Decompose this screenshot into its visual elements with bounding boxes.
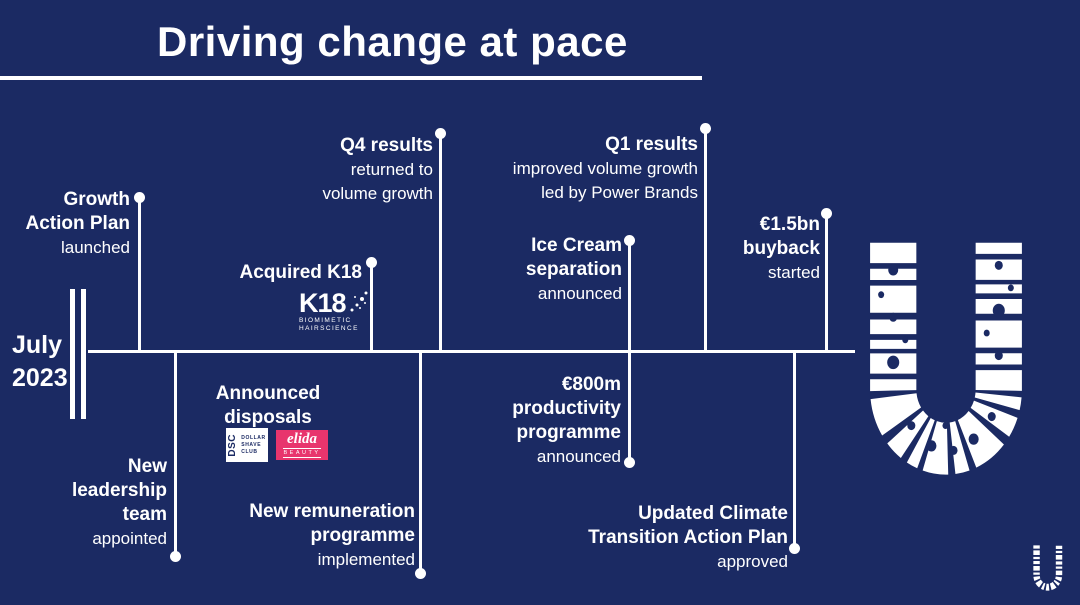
connector-ice-cream-separation [628,240,631,351]
k18-logo-name: K18 [299,288,347,318]
k18-logo-tagline: BIOMIMETIC HAIRSCIENCE [299,317,359,332]
connector-q1-results [704,128,707,351]
dollar-shave-club-logo: DSC DOLLAR SHAVE CLUB [226,428,268,462]
connector-growth-action-plan [138,197,141,351]
connector-new-leadership-team [174,351,177,556]
event-title-line: Acquired K18 [239,262,362,283]
event-subtitle-line: appointed [92,529,167,548]
event-subtitle-line: volume growth [322,184,433,203]
connector-acquired-k18 [370,262,373,351]
dsc-logo-words: DOLLAR SHAVE CLUB [241,434,266,455]
timeline-dot-acquired-k18 [366,257,377,268]
elida-logo-word: BEAUTY [283,448,321,458]
connector-productivity-programme [628,351,631,462]
event-title-line: Q1 results [605,134,698,155]
event-title-line: leadership [71,480,167,501]
timeline-axis [88,350,855,353]
event-announced-disposals: Announced disposals [206,382,330,430]
timeline-start-bar [70,289,75,419]
event-title-line: Updated Climate [638,503,788,524]
timeline-dot-ice-cream-separation [624,235,635,246]
elida-beauty-logo: elida BEAUTY [276,430,328,460]
page-title: Driving change at pace [157,18,628,65]
timeline-dot-q4-results [435,128,446,139]
event-q4-results: Q4 results returned to volume growth [281,134,433,206]
event-q1-results: Q1 results improved volume growth led by… [494,133,698,205]
dsc-logo-abbr: DSC [227,433,239,457]
timeline-start-bar [81,289,86,419]
timeline-dot-productivity-programme [624,457,635,468]
event-buyback: €1.5bn buyback started [728,213,820,285]
event-subtitle-line: returned to [350,160,433,179]
event-title-line: Growth [63,189,131,210]
event-title-line: Transition Action Plan [588,527,788,548]
connector-climate-plan [793,351,796,548]
event-subtitle-line: led by Power Brands [541,183,698,202]
event-ice-cream-separation: Ice Cream separation announced [510,234,622,306]
event-subtitle-line: announced [537,284,622,303]
event-title-line: Ice Cream [531,235,622,256]
event-new-remuneration: New remuneration programme implemented [233,500,415,572]
unilever-logo-large [870,242,1022,475]
connector-new-remuneration [419,351,422,573]
timeline-dot-q1-results [700,123,711,134]
event-subtitle-line: implemented [317,550,415,569]
event-title-line: disposals [224,407,312,428]
start-year: 2023 [12,364,68,392]
start-month: July [12,331,63,359]
unilever-logo-small [1033,545,1063,591]
timeline-start-label: July 2023 [12,329,74,395]
elida-logo-name: elida [287,431,317,447]
event-climate-plan: Updated Climate Transition Action Plan a… [553,502,788,574]
event-new-leadership-team: New leadership team appointed [55,455,167,551]
title-underline [0,76,702,80]
event-title-line: team [122,504,167,525]
event-growth-action-plan: Growth Action Plan launched [10,188,130,260]
connector-q4-results [439,133,442,351]
event-acquired-k18: Acquired K18 [212,261,362,285]
event-title-line: New [127,456,167,477]
event-subtitle-line: announced [536,447,621,466]
event-title-line: New remuneration [249,501,415,522]
timeline-dot-buyback [821,208,832,219]
connector-buyback [825,213,828,351]
event-title-line: buyback [742,238,820,259]
event-title-line: €800m [561,374,621,395]
event-title-line: Q4 results [340,135,433,156]
timeline-dot-new-leadership-team [170,551,181,562]
event-title-line: Action Plan [25,213,130,234]
timeline-dot-climate-plan [789,543,800,554]
event-subtitle-line: improved volume growth [512,159,698,178]
event-title-line: Announced [215,383,321,404]
event-subtitle-line: approved [717,552,788,571]
timeline-dot-new-remuneration [415,568,426,579]
timeline-dot-growth-action-plan [134,192,145,203]
event-title-line: separation [525,259,622,280]
event-title-line: €1.5bn [759,214,820,235]
k18-logo: K18 BIOMIMETIC HAIRSCIENCE [299,289,379,333]
event-productivity-programme: €800m productivity programme announced [491,373,621,469]
event-title-line: programme [310,525,415,546]
event-title-line: programme [516,422,621,443]
event-subtitle-line: launched [60,238,130,257]
event-subtitle-line: started [768,263,820,282]
event-title-line: productivity [512,398,621,419]
k18-molecule-icon [350,291,368,312]
